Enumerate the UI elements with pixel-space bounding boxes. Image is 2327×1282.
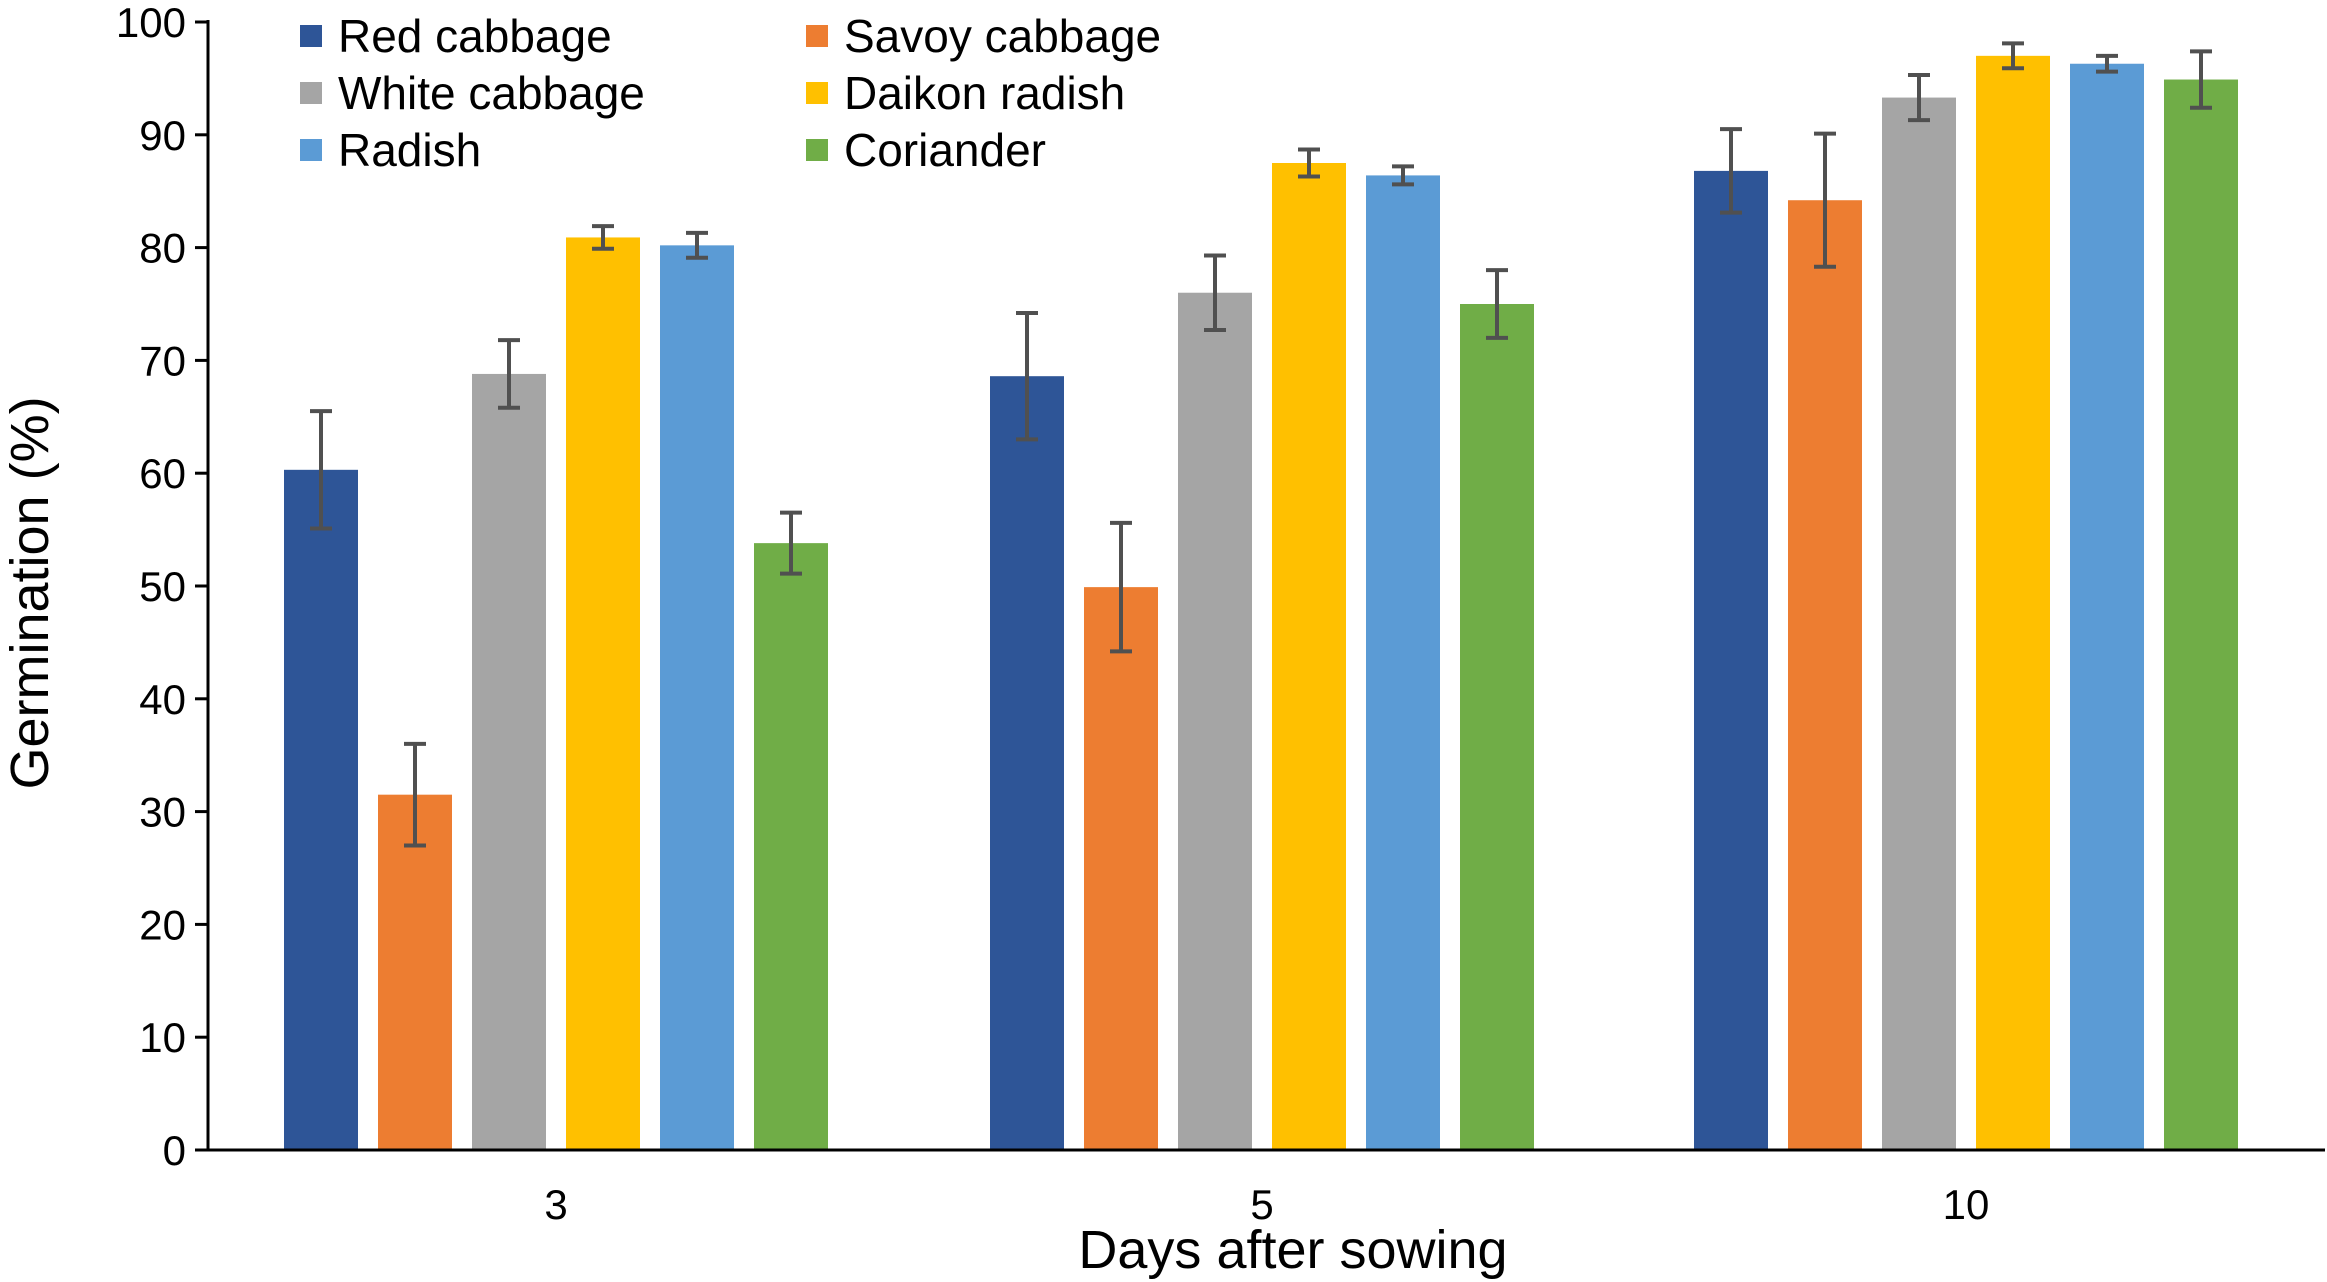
y-tick-label-30: 30 bbox=[139, 789, 186, 836]
legend-swatch bbox=[806, 82, 828, 104]
x-axis-title: Days after sowing bbox=[1078, 1220, 1507, 1280]
error-bar-red-cabbage-day-3 bbox=[310, 409, 332, 531]
y-tick-label-0: 0 bbox=[163, 1127, 186, 1174]
error-bar-coriander-day-5 bbox=[1486, 268, 1508, 340]
legend-label: Daikon radish bbox=[844, 67, 1125, 119]
bar-red-cabbage-day-5 bbox=[990, 376, 1064, 1150]
y-tick-label-60: 60 bbox=[139, 450, 186, 497]
x-tick-label-5: 5 bbox=[1250, 1181, 1273, 1228]
legend-label: Red cabbage bbox=[338, 10, 612, 62]
y-tick-label-80: 80 bbox=[139, 225, 186, 272]
error-bar-coriander-day-10 bbox=[2190, 49, 2212, 110]
x-tick-label-3: 3 bbox=[544, 1181, 567, 1228]
legend-item-red-cabbage: Red cabbage bbox=[300, 10, 612, 62]
bar-savoy-cabbage-day-10 bbox=[1788, 200, 1862, 1150]
error-bar-savoy-cabbage-day-5 bbox=[1110, 520, 1132, 654]
legend: Red cabbage Savoy cabbage White cabbage Dai… bbox=[300, 10, 1161, 176]
error-bar-radish-day-10 bbox=[2096, 53, 2118, 74]
bar-daikon-radish-day-5 bbox=[1272, 163, 1346, 1150]
x-ticks-layer: 3 5 10 bbox=[544, 1181, 1989, 1228]
legend-label: White cabbage bbox=[338, 67, 645, 119]
legend-label: Radish bbox=[338, 124, 481, 176]
bar-daikon-radish-day-3 bbox=[566, 237, 640, 1150]
y-tick-label-90: 90 bbox=[139, 112, 186, 159]
legend-swatch bbox=[300, 139, 322, 161]
error-bar-white-cabbage-day-3 bbox=[498, 338, 520, 410]
bars-layer bbox=[284, 55, 2238, 1151]
error-bar-daikon-radish-day-10 bbox=[2002, 41, 2024, 71]
bar-red-cabbage-day-10 bbox=[1694, 170, 1768, 1150]
bar-white-cabbage-day-5 bbox=[1178, 292, 1252, 1151]
bar-coriander-day-5 bbox=[1460, 304, 1534, 1150]
y-tick-label-20: 20 bbox=[139, 901, 186, 948]
y-tick-label-50: 50 bbox=[139, 563, 186, 610]
legend-swatch bbox=[806, 25, 828, 47]
error-bar-coriander-day-3 bbox=[780, 510, 802, 576]
error-bar-red-cabbage-day-5 bbox=[1016, 311, 1038, 442]
y-tick-label-10: 10 bbox=[139, 1014, 186, 1061]
bar-daikon-radish-day-10 bbox=[1976, 55, 2050, 1151]
error-bar-daikon-radish-day-3 bbox=[592, 224, 614, 251]
legend-item-radish: Radish bbox=[300, 124, 481, 176]
bar-radish-day-3 bbox=[660, 245, 734, 1150]
legend-item-white-cabbage: White cabbage bbox=[300, 67, 645, 119]
bar-white-cabbage-day-10 bbox=[1882, 97, 1956, 1150]
legend-item-coriander: Coriander bbox=[806, 124, 1046, 176]
y-tick-label-100: 100 bbox=[116, 0, 186, 46]
bar-savoy-cabbage-day-3 bbox=[378, 794, 452, 1150]
error-bar-savoy-cabbage-day-10 bbox=[1814, 131, 1836, 269]
y-ticks-layer: 0 10 20 30 40 50 60 70 80 90 100 bbox=[116, 0, 208, 1174]
legend-label: Savoy cabbage bbox=[844, 10, 1161, 62]
error-bar-daikon-radish-day-5 bbox=[1298, 147, 1320, 179]
error-bar-white-cabbage-day-5 bbox=[1204, 253, 1226, 332]
legend-item-savoy-cabbage: Savoy cabbage bbox=[806, 10, 1161, 62]
error-bar-white-cabbage-day-10 bbox=[1908, 73, 1930, 123]
bar-red-cabbage-day-3 bbox=[284, 469, 358, 1150]
error-bar-savoy-cabbage-day-3 bbox=[404, 741, 426, 848]
y-tick-label-70: 70 bbox=[139, 337, 186, 384]
legend-label: Coriander bbox=[844, 124, 1046, 176]
x-tick-label-10: 10 bbox=[1943, 1181, 1990, 1228]
bar-radish-day-10 bbox=[2070, 63, 2144, 1151]
error-bars-layer bbox=[310, 41, 2212, 848]
error-bar-radish-day-5 bbox=[1392, 164, 1414, 187]
error-bar-red-cabbage-day-10 bbox=[1720, 127, 1742, 215]
legend-swatch bbox=[300, 25, 322, 47]
legend-swatch bbox=[806, 139, 828, 161]
bar-coriander-day-3 bbox=[754, 543, 828, 1150]
error-bar-radish-day-3 bbox=[686, 230, 708, 260]
bar-white-cabbage-day-3 bbox=[472, 373, 546, 1150]
bar-coriander-day-10 bbox=[2164, 79, 2238, 1151]
legend-item-daikon-radish: Daikon radish bbox=[806, 67, 1125, 119]
legend-swatch bbox=[300, 82, 322, 104]
y-tick-label-40: 40 bbox=[139, 676, 186, 723]
bar-savoy-cabbage-day-5 bbox=[1084, 587, 1158, 1150]
y-axis-title: Germination (%) bbox=[0, 396, 60, 789]
bar-radish-day-5 bbox=[1366, 175, 1440, 1150]
